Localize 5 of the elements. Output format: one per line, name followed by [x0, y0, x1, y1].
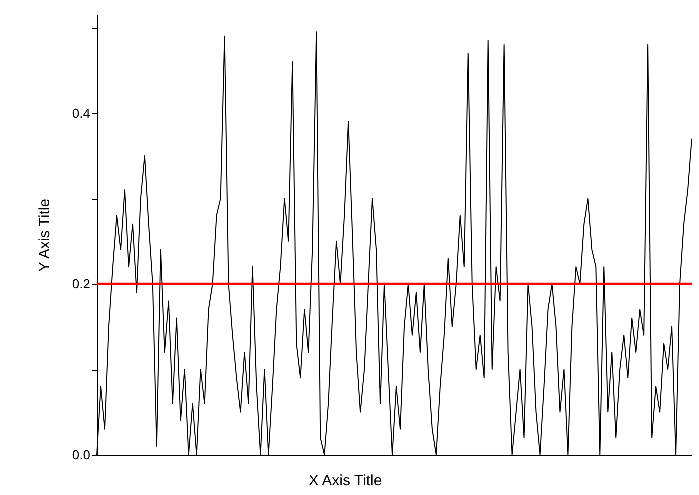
y-tick-label: 0.2: [72, 276, 90, 292]
y-tick-label: 0.0: [72, 448, 90, 462]
y-tick-label: 0.4: [72, 106, 90, 121]
x-axis-title: X Axis Title: [308, 472, 382, 490]
y-axis-title: Y Axis Title: [36, 198, 54, 272]
